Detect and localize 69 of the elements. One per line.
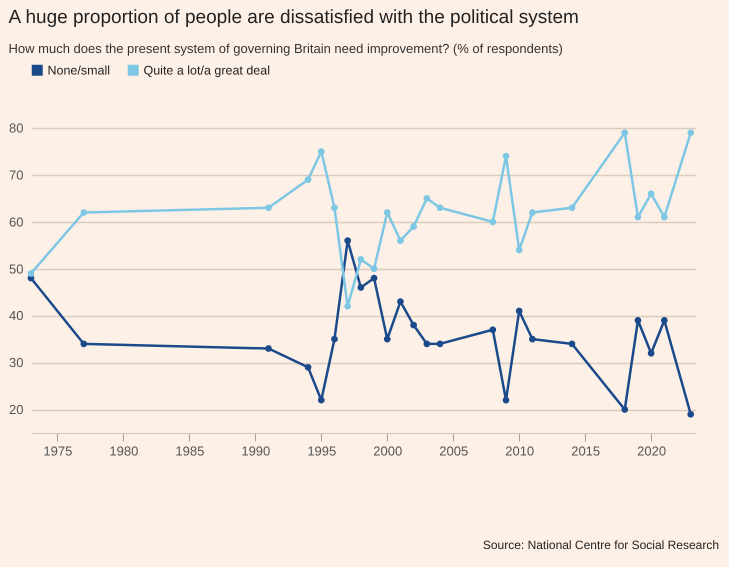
y-tick-label: 20	[9, 402, 24, 418]
point	[687, 410, 694, 418]
point	[436, 204, 444, 212]
point	[489, 326, 496, 334]
point	[648, 190, 654, 198]
point	[410, 223, 417, 230]
point	[265, 345, 272, 352]
point	[423, 195, 430, 202]
x-tick-label: 2005	[439, 444, 468, 458]
x-tick-label: 2015	[571, 444, 600, 458]
y-tick-label: 30	[9, 355, 24, 370]
x-tick-label: 1990	[241, 444, 270, 458]
point	[370, 265, 378, 272]
point	[423, 340, 430, 348]
point	[660, 317, 668, 324]
x-tick-label: 1985	[175, 444, 204, 458]
point	[634, 214, 642, 220]
point	[384, 209, 391, 216]
x-tick-label: 1995	[307, 444, 336, 458]
point	[687, 129, 694, 136]
y-tick-label: 70	[9, 167, 24, 182]
point	[436, 340, 444, 348]
point	[621, 129, 628, 136]
x-tick-label: 2000	[373, 444, 402, 458]
point	[80, 340, 88, 348]
y-tick-label: 40	[9, 308, 24, 324]
x-tick-label: 2020	[637, 444, 666, 458]
x-tick-label: 1975	[43, 444, 72, 458]
point	[384, 336, 391, 342]
point	[529, 336, 536, 342]
point	[331, 204, 338, 212]
point	[660, 214, 668, 220]
point	[370, 274, 378, 282]
point	[28, 270, 34, 277]
legend-label: None/small	[48, 63, 110, 78]
point	[358, 284, 364, 291]
point	[318, 148, 325, 155]
point	[344, 237, 352, 244]
y-tick-label: 80	[9, 120, 24, 136]
point	[358, 256, 364, 263]
point	[410, 322, 417, 328]
point	[568, 340, 576, 348]
point	[621, 406, 628, 413]
chart-subtitle: How much does the present system of governing Britain need improvement? (% of respondents)	[8, 41, 563, 56]
point	[80, 209, 88, 216]
point	[331, 336, 338, 342]
point	[516, 308, 523, 314]
x-tick-label: 2010	[505, 444, 534, 458]
point	[648, 350, 654, 357]
point	[502, 396, 510, 404]
source-note: Source: National Centre for Social Research	[482, 538, 719, 552]
y-tick-label: 50	[9, 261, 24, 276]
point	[397, 237, 404, 244]
point	[516, 246, 523, 254]
x-tick-label: 1980	[109, 444, 138, 458]
point	[304, 364, 312, 371]
y-tick-label: 60	[9, 214, 24, 230]
point	[489, 218, 496, 226]
legend-label: Quite a lot/a great deal	[144, 63, 270, 78]
point	[265, 204, 272, 212]
point	[502, 152, 510, 160]
point	[304, 176, 312, 183]
point	[529, 209, 536, 216]
point	[344, 302, 352, 310]
point	[568, 204, 576, 212]
point	[318, 396, 325, 404]
point	[397, 298, 404, 305]
point	[634, 317, 642, 324]
chart-title: A huge proportion of people are dissatisfied with the political system	[8, 7, 579, 28]
